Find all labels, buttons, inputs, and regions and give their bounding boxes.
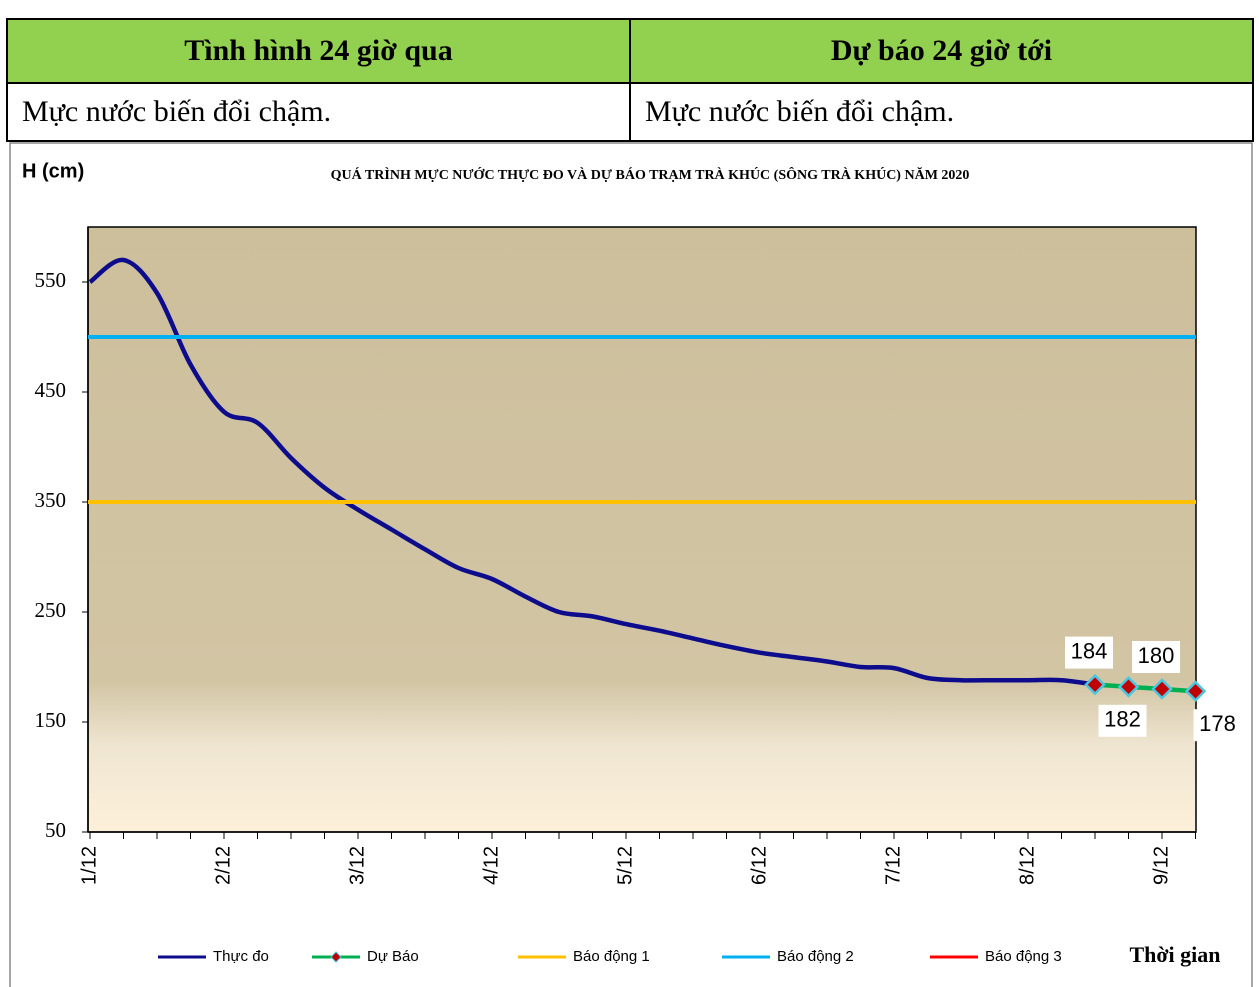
legend-marker xyxy=(330,951,342,963)
y-tick-label: 250 xyxy=(35,598,67,622)
y-tick-label: 450 xyxy=(35,378,67,402)
x-tick-label: 5/12 xyxy=(614,846,636,885)
data-label: 182 xyxy=(1104,707,1141,732)
data-label: 178 xyxy=(1199,711,1236,736)
header-cell: Tình hình 24 giờ qua xyxy=(6,18,631,84)
marker xyxy=(1151,678,1173,700)
legend-label: Dự Báo xyxy=(367,948,419,965)
legend-label: Thực đo xyxy=(213,948,269,965)
x-axis-label: Thời gian xyxy=(1129,942,1220,967)
data-label-bg xyxy=(1193,709,1242,742)
cell: Mực nước biến đổi chậm. xyxy=(6,82,631,142)
cell: Mực nước biến đổi chậm. xyxy=(629,82,1254,142)
legend-label: Báo động 3 xyxy=(985,948,1062,965)
marker xyxy=(1117,676,1140,698)
x-tick-label: 6/12 xyxy=(748,846,770,885)
chart-title: QUÁ TRÌNH MỰC NƯỚC THỰC ĐO VÀ DỰ BÁO TRẠ… xyxy=(331,166,970,183)
x-tick-label: 1/12 xyxy=(78,846,100,885)
chart-frame xyxy=(9,142,1253,987)
y-tick-label: 550 xyxy=(35,268,67,292)
marker xyxy=(1184,680,1207,702)
legend-label: Báo động 1 xyxy=(573,948,650,965)
x-tick-label: 7/12 xyxy=(882,846,904,885)
summary-table: Tình hình 24 giờ qua Dự báo 24 giờ tới Mự… xyxy=(6,18,1254,142)
x-tick-label: 3/12 xyxy=(346,846,368,885)
x-tick-label: 4/12 xyxy=(480,846,502,885)
marker xyxy=(1084,673,1106,696)
series-line xyxy=(1094,682,1196,694)
data-label-bg xyxy=(1132,641,1180,673)
data-label: 180 xyxy=(1138,643,1175,668)
data-label-bg xyxy=(1098,704,1147,737)
x-tick-label: 8/12 xyxy=(1016,846,1038,885)
plot-area xyxy=(87,226,1197,833)
y-tick-label: 350 xyxy=(35,488,67,512)
data-label-bg xyxy=(1065,636,1113,669)
y-tick-label: 150 xyxy=(35,708,67,732)
y-axis-label: H (cm) xyxy=(22,160,84,182)
series-line xyxy=(88,257,1096,687)
legend-label: Báo động 2 xyxy=(777,948,854,965)
header-cell: Dự báo 24 giờ tới xyxy=(629,18,1254,84)
x-tick-label: 9/12 xyxy=(1150,846,1172,885)
x-tick-label: 2/12 xyxy=(212,846,234,885)
y-tick-label: 50 xyxy=(45,818,66,842)
data-label: 184 xyxy=(1071,638,1108,663)
